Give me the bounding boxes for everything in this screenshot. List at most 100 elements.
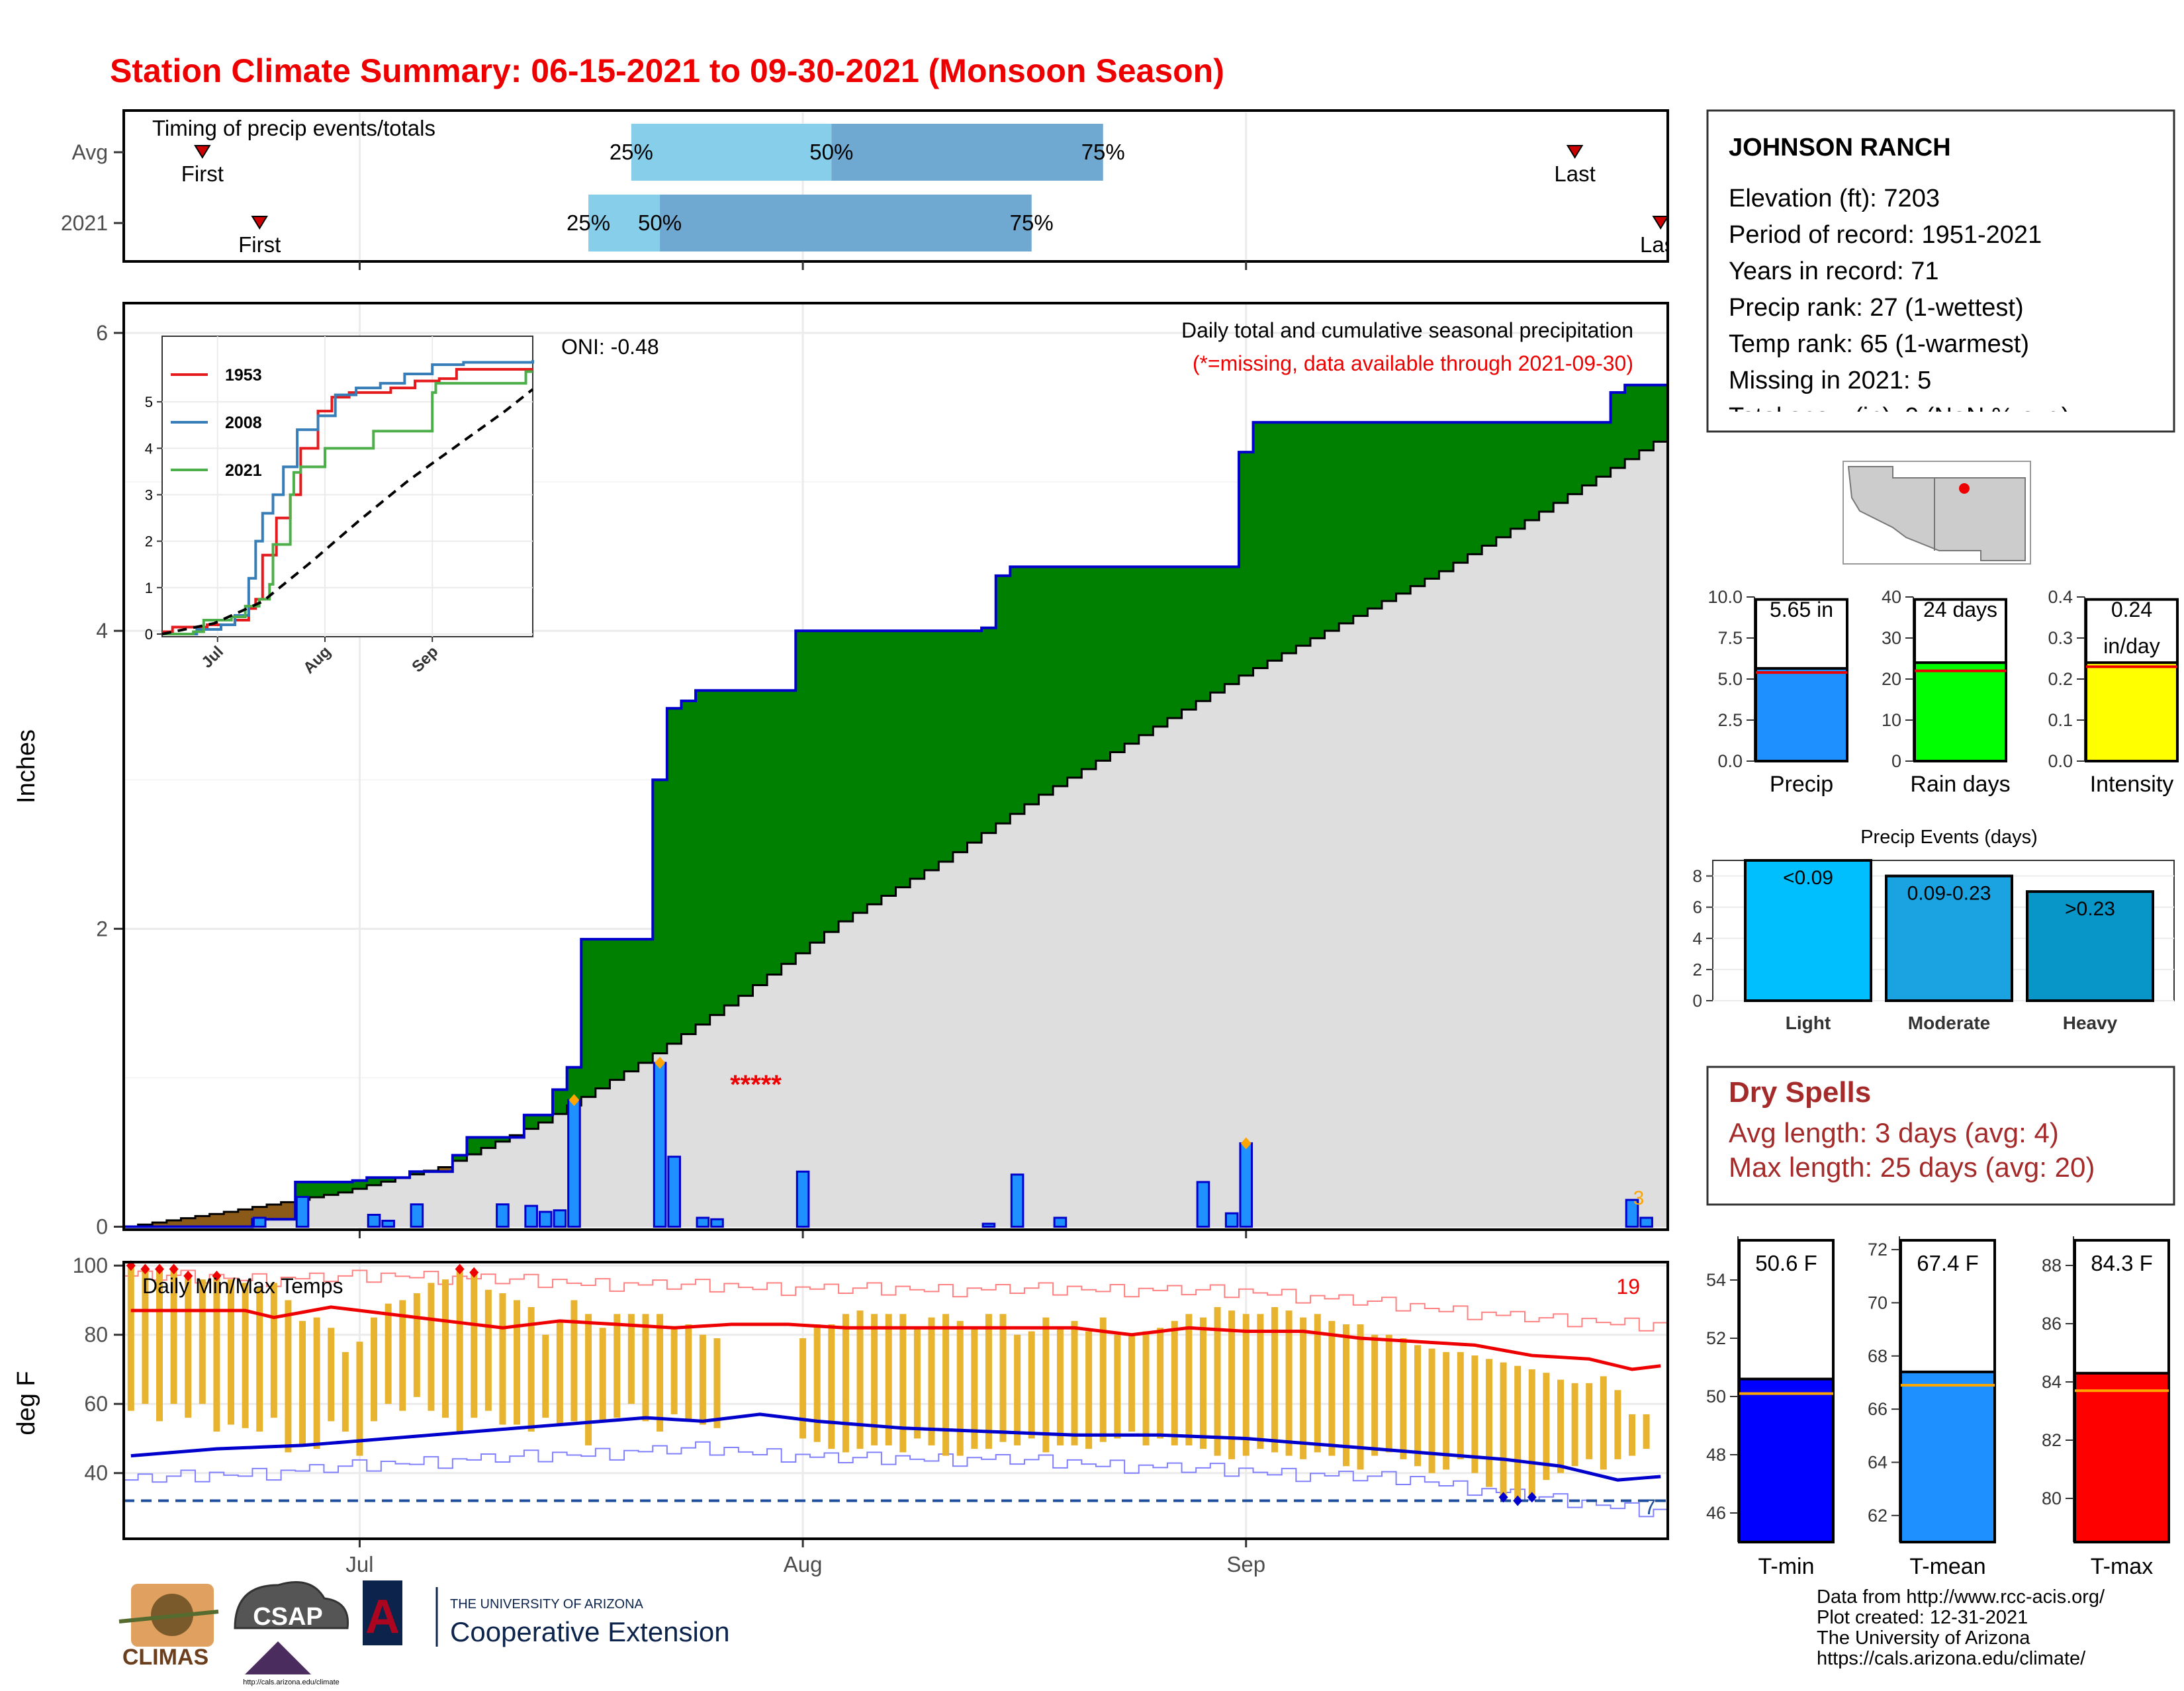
daily-precip-bar	[796, 1170, 810, 1228]
surplus-fill	[352, 1180, 367, 1189]
deficit-fill	[438, 1167, 453, 1172]
surplus-fill	[1367, 422, 1383, 609]
events-y-tick-label: 0	[1693, 991, 1702, 1011]
surplus-fill	[1210, 567, 1225, 693]
daily-temp-bar	[1014, 1334, 1021, 1445]
daily-temp-bar	[428, 1283, 435, 1411]
daily-precip-bar	[653, 1062, 667, 1228]
temp-bar-fill	[2073, 1371, 2170, 1544]
daily-temp-bar	[471, 1272, 478, 1418]
daily-temp-bar	[1242, 1314, 1250, 1456]
quartile-label-75: 75%	[1010, 210, 1054, 235]
daily-precip-bar	[696, 1216, 710, 1228]
temp-bar-category-label: T-min	[1758, 1554, 1815, 1579]
cumulative-2021-line	[124, 383, 1668, 1228]
temp-y-tick-label: 40	[84, 1461, 108, 1485]
daily-temp-bar	[156, 1269, 163, 1422]
inset-series-2021	[162, 370, 533, 635]
daily-temp-bar	[385, 1303, 392, 1404]
inset-series-2008	[162, 360, 534, 635]
record-high-marker	[183, 1270, 193, 1281]
daily-temp-bar	[185, 1275, 192, 1418]
daily-precip-bar	[553, 1209, 567, 1228]
daily-temp-bar	[685, 1324, 692, 1422]
daily-temp-bar	[1514, 1365, 1522, 1501]
daily-temp-bar	[942, 1314, 950, 1456]
deficit-fill	[181, 1218, 196, 1227]
temp-bar-category-label: T-max	[2091, 1554, 2153, 1579]
surplus-fill	[666, 708, 682, 1044]
daily-temp-bar	[1400, 1338, 1407, 1459]
daily-temp-bar	[999, 1314, 1007, 1442]
daily-temp-bar	[256, 1286, 263, 1432]
daily-precip-bar	[567, 1099, 581, 1228]
temp-x-tick-label: Aug	[784, 1552, 823, 1577]
missing-data-marker: *****	[730, 1070, 782, 1099]
daily-temp-bar	[1128, 1334, 1135, 1432]
temp-bar-tick-label: 62	[1868, 1506, 1888, 1526]
daily-temp-bar	[456, 1269, 463, 1432]
surplus-fill	[995, 575, 1011, 824]
precip-y-tick-label: 6	[96, 321, 108, 345]
temp-bar-value-label: 50.6 F	[1755, 1251, 1817, 1275]
events-bar-tag: <0.09	[1783, 867, 1833, 889]
surplus-fill	[1410, 422, 1426, 586]
daily-temp-bar	[1500, 1362, 1507, 1498]
temp-bar-tick-label: 88	[2042, 1256, 2062, 1275]
summary-bar-value-label: 0.24	[2111, 598, 2152, 621]
timing-row-label: Avg	[71, 140, 108, 164]
surplus-fill	[1067, 567, 1082, 778]
events-category-label: Light	[1786, 1013, 1831, 1033]
surplus-fill	[410, 1171, 425, 1175]
surplus-fill	[1582, 422, 1597, 486]
daily-temp-bar	[413, 1293, 420, 1397]
surplus-fill	[1639, 385, 1654, 451]
temp-panel-frame	[122, 1261, 1669, 1540]
deficit-fill	[195, 1216, 210, 1227]
temp-bar-tick-label: 84	[2042, 1372, 2062, 1392]
precip-note: (*=missing, data available through 2021-…	[1193, 351, 1633, 375]
daily-temp-bar	[1185, 1314, 1193, 1445]
station-info-line: Period of record: 1951-2021	[1729, 221, 2042, 249]
daily-temp-bar	[1485, 1359, 1492, 1487]
ua-logo-small-text: THE UNIVERSITY OF ARIZONA	[450, 1597, 644, 1612]
summary-bar-tick-label: 0.2	[2048, 669, 2073, 689]
summary-bar-tick-label: 10	[1882, 710, 1901, 730]
surplus-fill	[824, 631, 839, 933]
daily-temp-bar	[341, 1351, 349, 1432]
daily-temp-bar	[242, 1283, 249, 1428]
summary-bar-fill	[1913, 661, 2007, 763]
daily-temp-bar	[399, 1300, 406, 1411]
quartile-label-75: 75%	[1081, 140, 1125, 164]
record-low-marker	[1513, 1495, 1523, 1506]
events-bar-tag: 0.09-0.23	[1907, 883, 1991, 905]
surplus-fill	[309, 1181, 324, 1198]
surplus-fill	[381, 1177, 396, 1182]
surplus-fill	[324, 1181, 339, 1195]
daily-temp-bar	[1042, 1317, 1050, 1453]
summary-bar-fill	[2085, 661, 2179, 763]
summary-bar-tick-label: 5.0	[1717, 669, 1743, 689]
daily-temp-bar	[599, 1328, 606, 1422]
surplus-fill	[952, 631, 968, 852]
extreme-count-label: 3	[1633, 1187, 1645, 1209]
surplus-fill	[595, 939, 610, 1089]
daily-temp-bar	[1114, 1334, 1121, 1439]
surplus-fill	[1396, 422, 1411, 594]
daily-temp-bar	[1271, 1306, 1278, 1453]
daily-precip-bar	[381, 1219, 395, 1228]
events-title: Precip Events (days)	[1860, 827, 2038, 848]
daily-temp-bar	[1371, 1334, 1379, 1456]
daily-temp-bar	[885, 1314, 892, 1445]
daily-temp-bar	[913, 1328, 921, 1439]
surplus-fill	[1453, 422, 1469, 563]
record-high-marker	[469, 1267, 479, 1278]
station-info-line: Elevation (ft): 7203	[1729, 185, 1940, 212]
daily-temp-bar	[1586, 1383, 1593, 1459]
record-low-marker	[1527, 1492, 1537, 1503]
daily-precip-bar	[538, 1211, 553, 1228]
daily-precip-bar	[1224, 1212, 1239, 1228]
surplus-fill	[367, 1177, 382, 1185]
surplus-fill	[653, 780, 668, 1054]
